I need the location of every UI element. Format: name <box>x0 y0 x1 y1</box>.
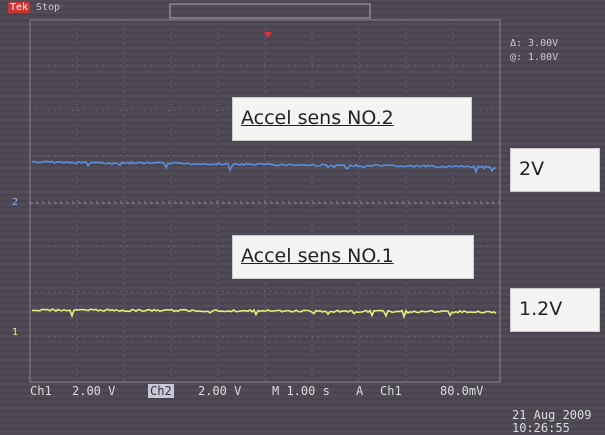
annotation-title: Accel sens NO.2 <box>241 107 394 129</box>
channel-marker: 1 <box>12 327 18 338</box>
cursor-at: @: 1.00V <box>510 52 558 63</box>
trigger-source: Ch1 <box>380 384 402 398</box>
annotation-level: 2V <box>519 158 544 180</box>
ch1-scale: 2.00 V <box>72 384 115 398</box>
time: 10:26:55 <box>512 421 570 435</box>
annotation-box: Accel sens NO.2 <box>232 97 472 141</box>
annotation-level: 1.2V <box>519 298 562 320</box>
trigger-level: 80.0mV <box>440 384 483 398</box>
annotation-box: Accel sens NO.1 <box>232 235 474 279</box>
ch2-label: Ch2 <box>148 384 174 398</box>
cursor-delta: Δ: 3.00V <box>510 38 558 49</box>
run-state: Stop <box>36 2 60 13</box>
timebase: M 1.00 s <box>272 384 330 398</box>
ch2-scale: 2.00 V <box>198 384 241 398</box>
brand: Tek <box>8 2 30 13</box>
annotation-title: Accel sens NO.1 <box>241 245 394 267</box>
annotation-box: 1.2V <box>510 288 600 332</box>
trigger-pos <box>264 32 272 38</box>
trigger-mode: A <box>356 384 363 398</box>
oscilloscope-screen: Tek Stop Δ: 3.00V @: 1.00V Accel sens NO… <box>0 0 605 435</box>
date: 21 Aug 2009 <box>512 408 591 422</box>
ch2-trace <box>32 161 496 172</box>
graticule <box>0 0 605 435</box>
channel-marker: 2 <box>12 197 18 208</box>
annotation-box: 2V <box>510 148 600 192</box>
ch1-label: Ch1 <box>30 384 52 398</box>
